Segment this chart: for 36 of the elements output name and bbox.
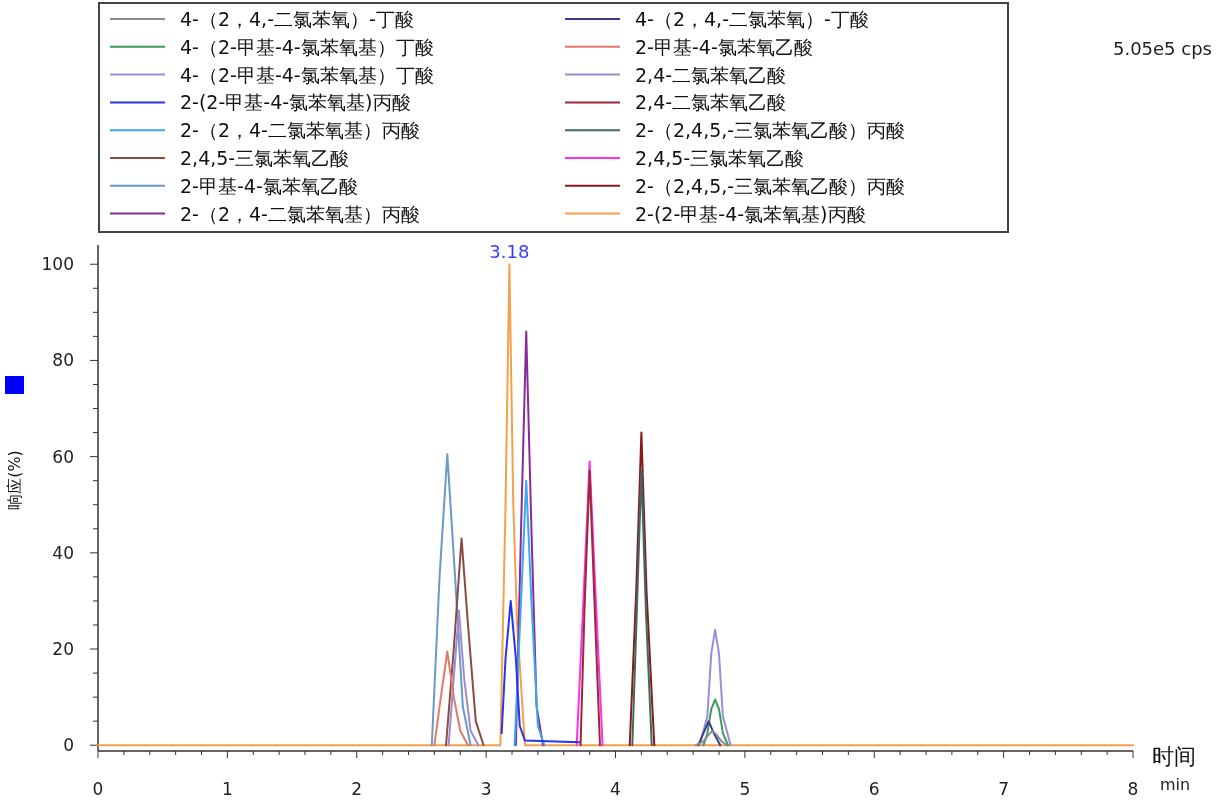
legend-label: 2-甲基-4-氯苯氧乙酸 [635, 35, 813, 58]
legend-label: 2-（2，4-二氯苯氧基）丙酸 [180, 119, 420, 142]
text: min [1160, 775, 1191, 794]
x-tick-label: 2 [351, 779, 363, 799]
x-tick-label: 0 [92, 779, 104, 799]
y-tick-label: 80 [52, 350, 74, 371]
x-tick-label: 5 [739, 779, 751, 799]
y-tick-label: 40 [52, 542, 74, 563]
x-axis-title: 时间 [1152, 744, 1196, 769]
x-tick-label: 1 [221, 779, 233, 799]
y-tick-label: 100 [41, 254, 74, 275]
legend-label: 2-(2-甲基-4-氯苯氧基)丙酸 [635, 202, 866, 225]
y-tick-label: 20 [52, 639, 74, 660]
legend-label: 4-（2，4,-二氯苯氧）-丁酸 [635, 8, 869, 30]
legend-label: 4-（2-甲基-4-氯苯氧基）丁酸 [180, 35, 434, 58]
legend-label: 2,4,5-三氯苯氧乙酸 [635, 147, 805, 169]
y-tick-label: 60 [52, 446, 74, 467]
legend-label: 4-（2，4,-二氯苯氧）-丁酸 [180, 8, 414, 30]
legend-label: 2-（2,4,5,-三氯苯氧乙酸）丙酸 [635, 174, 906, 197]
legend-label: 2,4-二氯苯氧乙酸 [635, 63, 787, 86]
x-tick-label: 8 [1127, 779, 1139, 799]
x-tick-label: 7 [998, 779, 1010, 799]
x-tick-label: 3 [480, 779, 492, 799]
legend-label: 2-（2,4,5,-三氯苯氧乙酸）丙酸 [635, 119, 906, 142]
y-axis-title: 响应(%) [5, 450, 24, 510]
legend-label: 2-甲基-4-氯苯氧乙酸 [180, 174, 358, 197]
legend-label: 2,4,5-三氯苯氧乙酸 [180, 147, 350, 169]
annotation: 3.18 [489, 241, 530, 263]
x-tick-label: 4 [610, 779, 621, 799]
legend-label: 2-(2-甲基-4-氯苯氧基)丙酸 [180, 91, 411, 114]
legend-label: 4-（2-甲基-4-氯苯氧基）丁酸 [180, 63, 434, 86]
legend-label: 2-（2，4-二氯苯氧基）丙酸 [180, 202, 420, 225]
text: 5.05e5 cps [1112, 38, 1212, 59]
legend-label: 2,4-二氯苯氧乙酸 [635, 91, 787, 114]
y-tick-label: 0 [63, 735, 74, 756]
x-tick-label: 6 [868, 779, 880, 799]
